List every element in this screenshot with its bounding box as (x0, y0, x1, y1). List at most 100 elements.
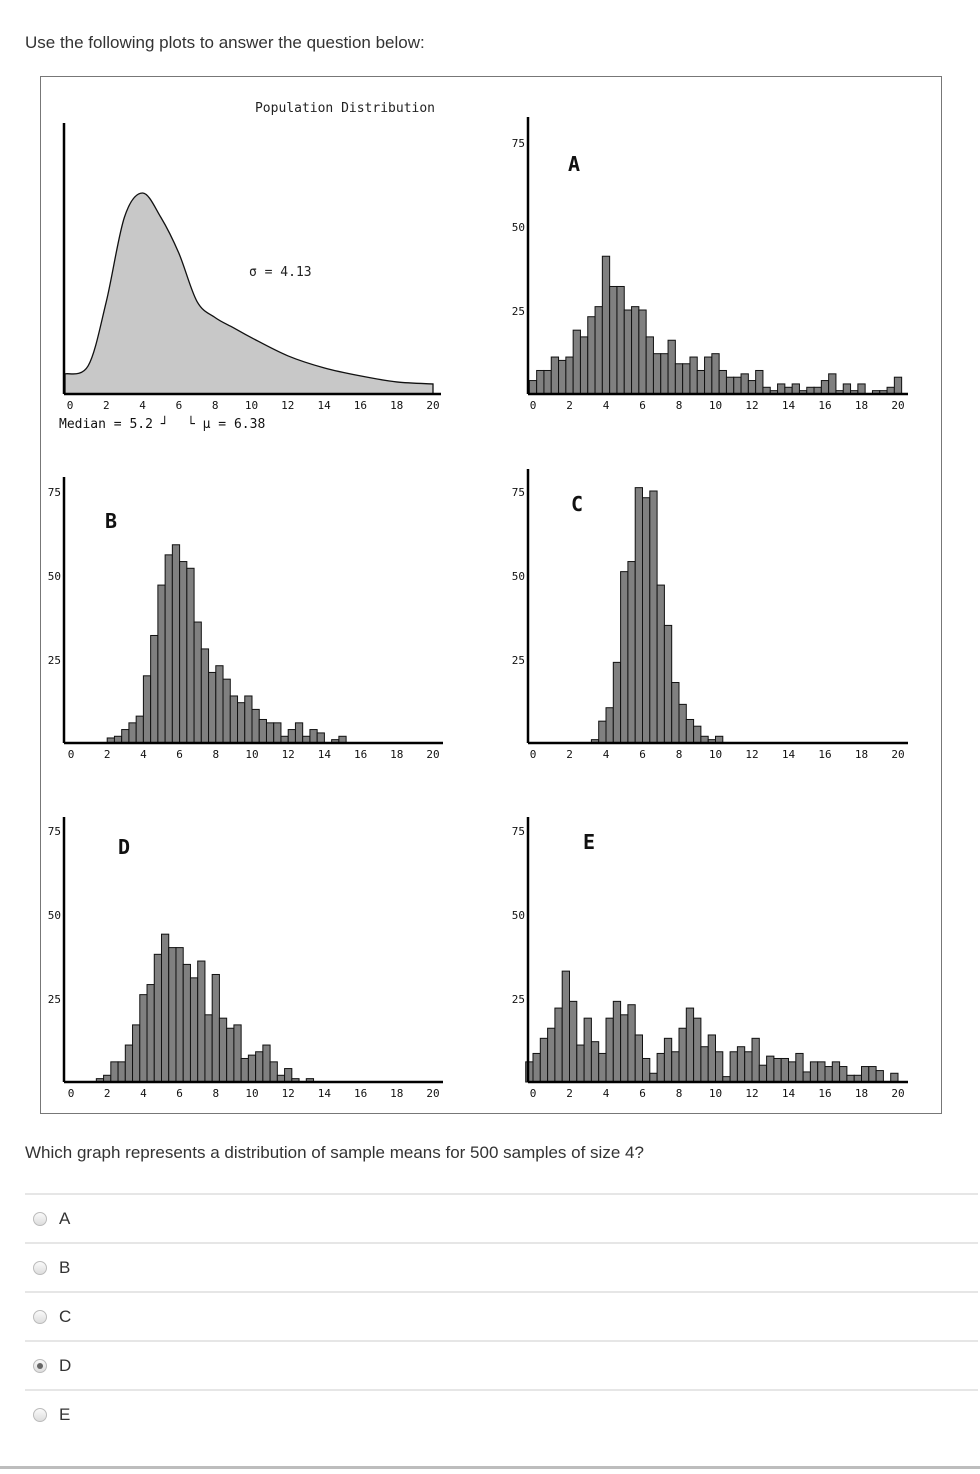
histogram-bar (631, 306, 640, 395)
histogram-bar (587, 316, 596, 395)
histogram-bar (146, 984, 155, 1083)
option-label: A (59, 1208, 71, 1228)
population-curve (64, 192, 434, 395)
y-tick-label: 25 (48, 654, 61, 667)
histogram-bar (802, 1071, 811, 1083)
histogram-bar (273, 722, 282, 744)
histogram-bar (824, 1066, 833, 1083)
histogram-bar (693, 1017, 702, 1083)
histogram-bar (663, 1037, 673, 1083)
option-label: C (59, 1306, 72, 1326)
x-tick-label: 0 (530, 399, 537, 412)
x-tick-label: 20 (426, 748, 439, 761)
option-d[interactable]: D (25, 1340, 978, 1389)
histogram-bar (110, 1061, 119, 1083)
histogram-bar (121, 729, 130, 744)
y-tick-label: 50 (48, 909, 61, 922)
histogram-bar (747, 380, 757, 395)
x-tick-label: 4 (603, 1087, 610, 1100)
histogram-bar (258, 718, 267, 744)
histogram-bar (809, 1061, 819, 1083)
histogram-bar (244, 695, 253, 744)
x-tick-label: 2 (566, 399, 573, 412)
x-tick-label: 6 (639, 1087, 646, 1100)
option-b[interactable]: B (25, 1242, 978, 1291)
histogram-bar (682, 363, 691, 395)
histogram-bar (773, 1057, 782, 1083)
histogram-bar (733, 376, 742, 395)
radio-button[interactable] (33, 1211, 47, 1226)
x-tick-label: 6 (176, 748, 183, 761)
histogram-bar (215, 665, 224, 744)
histogram-bar (755, 369, 764, 395)
x-tick-label: 6 (639, 399, 646, 412)
option-c[interactable]: C (25, 1291, 978, 1340)
x-tick-label: 18 (390, 1087, 403, 1100)
histogram-bar (861, 1066, 870, 1083)
histogram-bar (211, 973, 220, 1083)
histogram-bar (579, 336, 589, 395)
histogram-bar (616, 285, 625, 395)
x-tick-label: 0 (67, 399, 74, 412)
histogram-bar (678, 1027, 687, 1083)
histogram-bar (547, 1027, 556, 1083)
histogram-bar (186, 567, 195, 744)
histogram-bar (715, 1051, 724, 1083)
answer-options: A B C D E (25, 1193, 978, 1438)
histogram-bar (294, 722, 304, 744)
radio-button[interactable] (33, 1260, 47, 1275)
histogram-bar (634, 1034, 644, 1083)
option-e[interactable]: E (25, 1389, 978, 1438)
x-tick-label: 16 (818, 399, 831, 412)
histogram-bar (645, 336, 654, 395)
radio-button[interactable] (33, 1407, 47, 1422)
histogram-bar (561, 970, 571, 1083)
histogram-bar (175, 947, 184, 1083)
histogram-bar (704, 356, 713, 395)
x-tick-label: 14 (782, 399, 796, 412)
histogram-bar (642, 497, 651, 744)
intro-text: Use the following plots to answer the qu… (25, 33, 425, 52)
histogram-bar (751, 1037, 760, 1083)
x-tick-label: 12 (282, 1087, 295, 1100)
x-tick-label: 4 (140, 748, 147, 761)
histogram-bar (569, 1000, 578, 1083)
histogram-bar (685, 718, 695, 744)
histogram-bar (124, 1044, 134, 1083)
histogram-bar (842, 383, 852, 395)
histogram-bar (135, 715, 144, 744)
histogram-bar (780, 1057, 790, 1083)
x-tick-label: 16 (354, 748, 367, 761)
histogram-bar (605, 707, 614, 744)
bottom-divider (0, 1466, 980, 1469)
y-tick-label: 25 (48, 993, 61, 1006)
x-tick-label: 14 (318, 1087, 332, 1100)
histogram-bar (269, 1061, 278, 1083)
histogram-bar (744, 1051, 753, 1083)
histogram-bar (839, 1066, 848, 1083)
radio-button[interactable] (33, 1358, 47, 1373)
histogram-bar (656, 584, 665, 744)
histogram-bar (543, 369, 552, 395)
histogram-bar (707, 1034, 717, 1083)
histogram-bar (132, 1024, 141, 1083)
x-tick-label: 8 (212, 1087, 219, 1100)
histogram-bar (649, 490, 658, 744)
histogram-bar (652, 353, 662, 395)
histogram-bar (554, 1007, 563, 1083)
histogram-bar (711, 353, 720, 395)
y-tick-label: 50 (512, 221, 525, 234)
option-a[interactable]: A (25, 1193, 978, 1242)
x-tick-label: 4 (603, 748, 610, 761)
histogram-bar (623, 309, 633, 395)
histogram-bar (609, 285, 618, 395)
histogram-bar (233, 1024, 242, 1083)
panel-label: B (105, 509, 117, 533)
histogram-bar (218, 1017, 228, 1083)
panel-label: A (568, 152, 580, 176)
histogram-bar (663, 624, 673, 744)
histogram-bar (612, 1000, 622, 1083)
histogram-bar (893, 376, 903, 395)
radio-button[interactable] (33, 1309, 47, 1324)
